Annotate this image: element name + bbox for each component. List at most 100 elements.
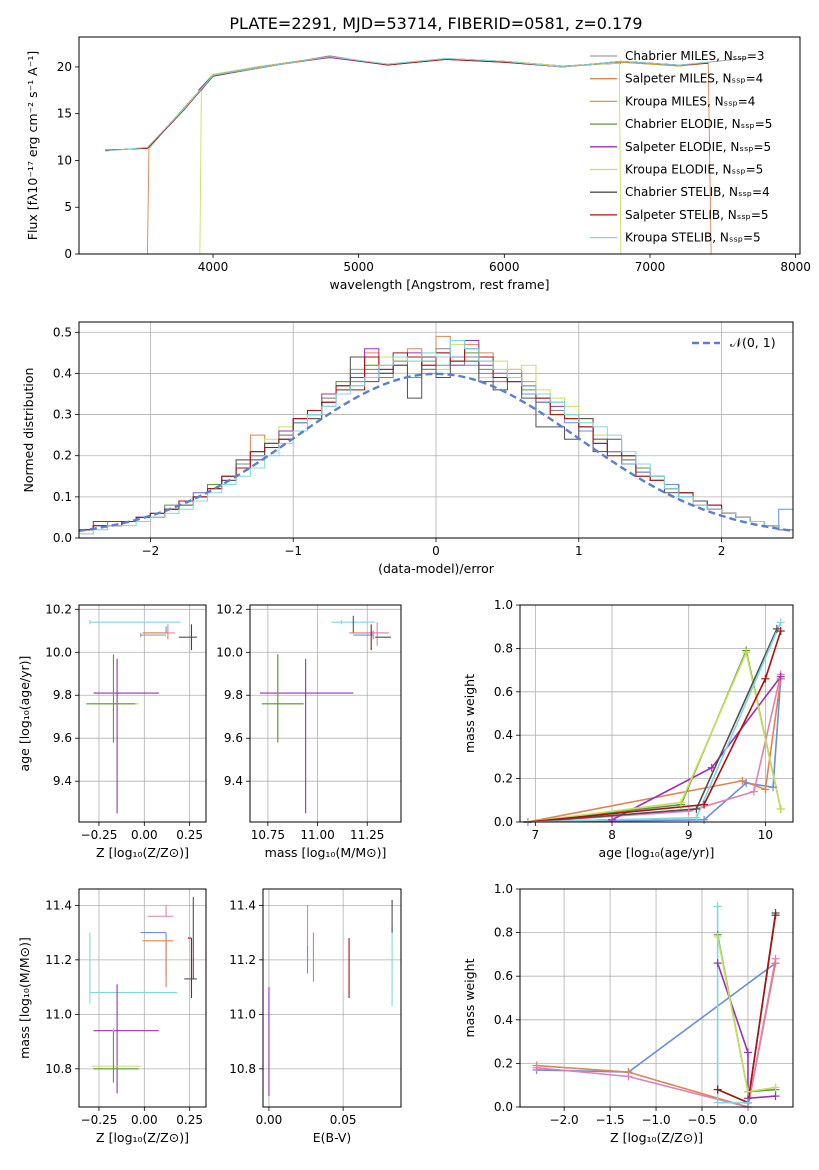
y-tick-label: 10.8 (45, 1062, 72, 1076)
panel-spectrum: 4000 5000 6000 7000 8000 0 5 10 15 20 wavelength [… (25, 36, 811, 292)
x-tick-label: 11.00 (300, 828, 334, 842)
x-tick-label: 10 (758, 828, 773, 842)
axes-frame (519, 888, 794, 1108)
legend-entry: Salpeter STELIB, Nₛₛₚ=5 (625, 208, 769, 222)
y-tick-label: 9.8 (53, 688, 72, 702)
y-tick-label: 9.4 (53, 774, 72, 788)
y-tick-label: 10 (57, 153, 72, 167)
legend-entry: Kroupa MILES, Nₛₛₚ=4 (625, 94, 755, 108)
panel-age_vs_Z: −0.25 0.00 0.25 9.4 9.6 9.8 10.0 10.2 Z [log₁₀(Z… (17, 602, 207, 860)
y-tick-label: 0.0 (494, 815, 513, 829)
x-tick-label: −1.5 (596, 1113, 625, 1127)
legend-entry: Salpeter ELODIE, Nₛₛₚ=5 (625, 140, 771, 154)
x-tick-label: 0.25 (176, 828, 203, 842)
x-tick-label: 7 (532, 828, 540, 842)
y-axis-label: Flux [fλ10⁻¹⁷ erg cm⁻² s⁻¹ A⁻¹] (25, 51, 40, 240)
y-tick-label: 0.4 (494, 1013, 513, 1027)
x-tick-label: −0.25 (81, 828, 118, 842)
y-tick-label: 10.0 (216, 645, 243, 659)
legend-entry: Kroupa STELIB, Nₛₛₚ=5 (625, 231, 761, 245)
x-tick-label: 4000 (198, 260, 229, 274)
y-tick-label: 9.6 (224, 731, 243, 745)
y-tick-label: 0.2 (53, 449, 72, 463)
panel-weight_vs_Z: −2.0 −1.5 −1.0 −0.5 0.0 0.0 0.2 0.4 0.6 0.8 1.0 Z [… (462, 882, 794, 1145)
y-tick-label: 1.0 (494, 882, 513, 896)
y-axis-label: age [log₁₀(age/yr)] (17, 656, 32, 772)
axes-frame (78, 604, 207, 823)
x-tick-label: 2 (718, 544, 726, 558)
axes-frame (519, 604, 794, 823)
axes-frame (78, 321, 794, 539)
y-tick-label: 0.4 (53, 366, 72, 380)
x-tick-label: 9 (685, 828, 693, 842)
x-tick-label: 10.75 (251, 828, 285, 842)
series-line-9 (105, 56, 709, 152)
x-tick-label: 1 (575, 544, 583, 558)
y-tick-label: 0.2 (494, 1056, 513, 1070)
legend-entry: Chabrier MILES, Nₛₛₚ=3 (625, 49, 765, 63)
y-axis-label: mass [log₁₀(M/M⊙)] (17, 937, 32, 1059)
y-tick-label: 0.8 (494, 926, 513, 940)
plot-area (259, 615, 392, 814)
legend-entry: Chabrier STELIB, Nₛₛₚ=4 (625, 185, 770, 199)
panel-mass_vs_Z: −0.25 0.00 0.25 10.8 11.0 11.2 11.4 Z [log₁₀(Z/… (17, 888, 207, 1145)
panel-residuals: −2 −1 0 1 2 0.0 0.1 0.2 0.3 0.4 0.5 (data-model)/er… (21, 321, 794, 576)
y-tick-label: 1.0 (494, 598, 513, 612)
y-tick-label: 0.8 (494, 641, 513, 655)
x-axis-label: E(B-V) (313, 1130, 352, 1145)
x-tick-label: 0.05 (330, 1113, 357, 1127)
y-tick-label: 10.2 (216, 602, 243, 616)
y-tick-label: 9.4 (224, 774, 243, 788)
y-tick-label: 0.6 (494, 969, 513, 983)
x-tick-label: 0.00 (256, 1113, 283, 1127)
panel-weight_vs_age: 7 8 9 10 0.0 0.2 0.4 0.6 0.8 1.0 age [log₁₀(age/yr… (462, 598, 794, 860)
legend-entry: Kroupa ELODIE, Nₛₛₚ=5 (625, 163, 763, 177)
x-tick-label: 7000 (635, 260, 666, 274)
figure-title: PLATE=2291, MJD=53714, FIBERID=0581, z=0… (229, 14, 642, 33)
panel-mass_vs_EBV: 0.00 0.05 10.8 11.0 11.2 11.4 E(B-V) (229, 888, 402, 1145)
y-tick-label: 11.4 (45, 898, 72, 912)
axes-frame (78, 36, 801, 255)
y-tick-label: 10.2 (45, 602, 72, 616)
y-tick-label: 0.3 (53, 408, 72, 422)
series-line-2 (527, 678, 782, 822)
y-tick-label: 0.0 (53, 531, 72, 545)
y-tick-label: 0 (64, 247, 72, 261)
x-tick-label: −0.5 (687, 1113, 716, 1127)
y-tick-label: 0.2 (494, 772, 513, 786)
histogram-series-9 (79, 340, 793, 538)
x-tick-label: −2.0 (550, 1113, 579, 1127)
series-line-1 (79, 372, 793, 532)
plot-area (105, 55, 752, 254)
x-tick-label: 6000 (489, 260, 520, 274)
x-axis-label: Z [log₁₀(Z/Z⊙)] (96, 845, 189, 860)
y-tick-label: 9.6 (53, 731, 72, 745)
x-tick-label: 0.00 (131, 1113, 158, 1127)
y-tick-label: 5 (64, 200, 72, 214)
x-tick-label: 8 (608, 828, 616, 842)
x-tick-label: 8000 (780, 260, 811, 274)
x-tick-label: 0.00 (131, 828, 158, 842)
x-tick-label: −1 (284, 544, 302, 558)
x-tick-label: −0.25 (81, 1113, 118, 1127)
x-axis-label: wavelength [Angstrom, rest frame] (329, 277, 549, 292)
x-axis-label: mass [log₁₀(M/M⊙)] (265, 845, 387, 860)
x-tick-label: −1.0 (641, 1113, 670, 1127)
y-tick-label: 11.2 (45, 953, 72, 967)
plot-area (89, 897, 197, 1094)
y-tick-label: 11.2 (229, 953, 256, 967)
legend-entry: Salpeter MILES, Nₛₛₚ=4 (625, 72, 763, 86)
x-tick-label: 11.25 (350, 828, 384, 842)
y-axis-label: mass weight (462, 674, 477, 753)
x-axis-label: (data-model)/error (378, 561, 495, 576)
plot-area (79, 335, 793, 538)
y-tick-label: 10.8 (229, 1062, 256, 1076)
y-tick-label: 20 (57, 60, 72, 74)
x-tick-label: 0 (432, 544, 440, 558)
series-line-4 (716, 962, 776, 1100)
x-tick-label: 5000 (343, 260, 374, 274)
x-axis-label: age [log₁₀(age/yr)] (599, 845, 715, 860)
plot-area (86, 620, 197, 814)
y-axis-label: mass weight (462, 958, 477, 1037)
